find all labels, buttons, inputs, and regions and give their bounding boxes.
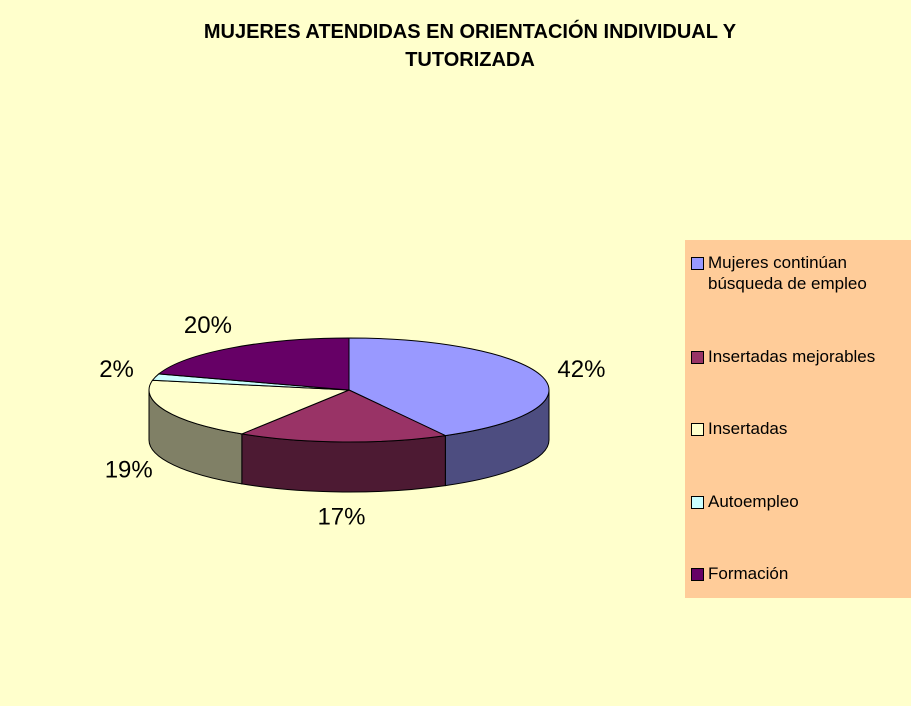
legend-item: Insertadas mejorables (691, 346, 911, 367)
legend-swatch (691, 257, 704, 270)
data-label: 17% (317, 503, 365, 530)
legend-item: Insertadas (691, 418, 911, 439)
slice (348, 337, 550, 437)
legend-label: Mujeres continúan búsqueda de empleo (708, 253, 867, 293)
legend-item: Autoempleo (691, 491, 911, 512)
legend-swatch (691, 495, 704, 509)
slice (148, 379, 350, 435)
legend-swatch (691, 568, 704, 581)
legend: Mujeres continúan búsqueda de empleo Inse… (685, 240, 911, 598)
data-label: 42% (557, 356, 605, 383)
data-label: 20% (184, 312, 232, 339)
slice (157, 337, 350, 391)
legend-swatch (691, 423, 704, 436)
legend-swatch (691, 350, 704, 364)
legend-label: Autoempleo (708, 491, 799, 511)
legend-label: Insertadas (708, 419, 788, 438)
data-label: 2% (99, 356, 134, 383)
legend-item: Mujeres continúan búsqueda de empleo (691, 252, 911, 294)
pie-sides (148, 389, 550, 493)
slice-side (241, 433, 446, 493)
pie-tops (148, 337, 550, 443)
legend-item: Formación (691, 563, 911, 584)
slice (240, 389, 448, 443)
data-label: 19% (105, 456, 153, 483)
legend-label: Formación (708, 564, 789, 583)
chart-title: MUJERES ATENDIDAS EN ORIENTACIÓN INDIVID… (203, 21, 737, 71)
legend-label: Insertadas mejorables (708, 346, 876, 366)
